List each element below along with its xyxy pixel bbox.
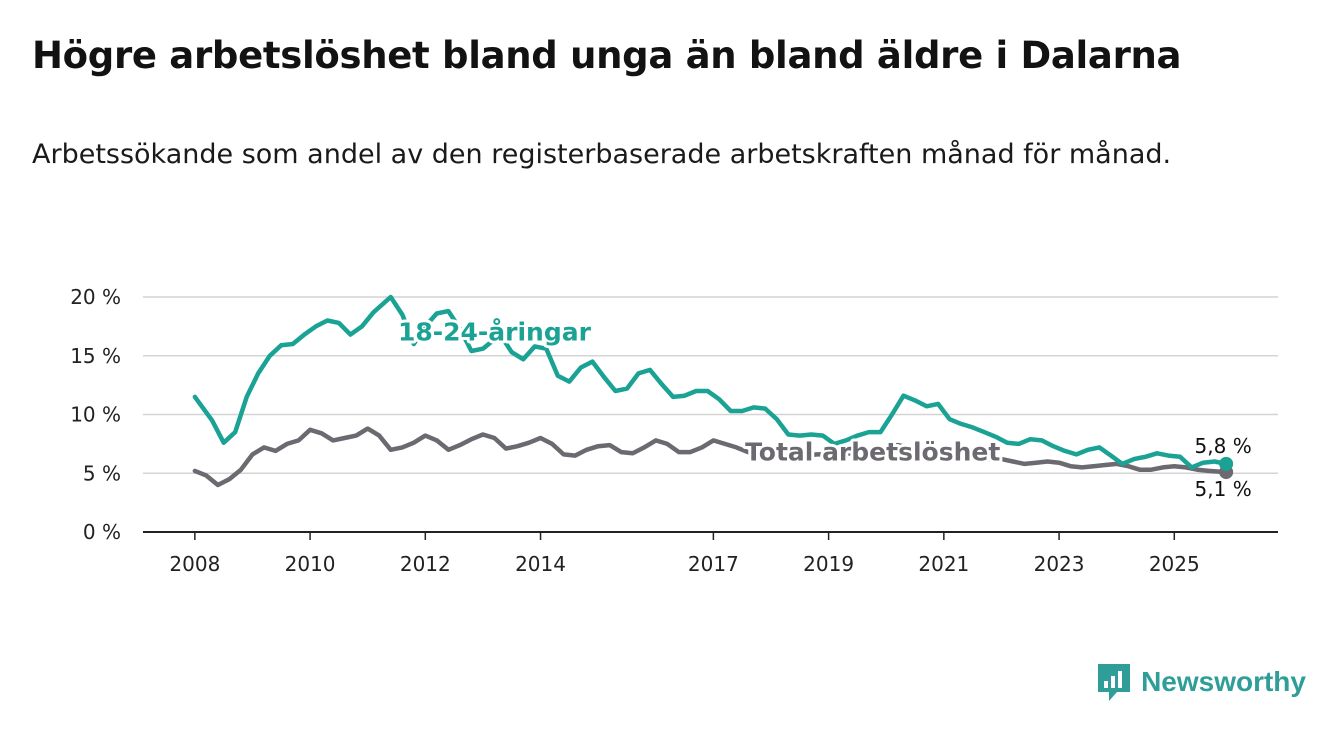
y-tick-label: 15 %: [70, 344, 121, 368]
x-tick-label: 2017: [688, 552, 739, 576]
chart-title: Högre arbetslöshet bland unga än bland ä…: [32, 34, 1182, 77]
x-tick-label: 2014: [515, 552, 566, 576]
x-tick-label: 2021: [918, 552, 969, 576]
y-tick-label: 20 %: [70, 285, 121, 309]
y-tick-label: 5 %: [83, 461, 121, 485]
y-axis-ticks: 0 % 5 % 10 % 15 % 20 %: [70, 285, 121, 544]
x-tick-label: 2023: [1034, 552, 1085, 576]
brand-logo: Newsworthy: [1095, 660, 1306, 704]
brand-name: Newsworthy: [1141, 666, 1306, 697]
series-line: [192, 294, 1229, 470]
series-end-point: [1219, 456, 1234, 471]
y-tick-label: 0 %: [83, 520, 121, 544]
y-tick-label: 10 %: [70, 403, 121, 427]
gridlines: [143, 296, 1278, 533]
x-axis-ticks: 2008 2010 2012 2014 2017 2019 2021 2023 2025: [169, 532, 1200, 576]
x-tick-label: 2012: [400, 552, 451, 576]
x-tick-label: 2008: [169, 552, 220, 576]
x-tick-label: 2025: [1149, 552, 1200, 576]
series-label: 18-24-åringar: [398, 317, 592, 346]
x-tick-label: 2010: [285, 552, 336, 576]
end-value-label: 5,8 %: [1195, 434, 1252, 458]
end-value-label: 5,1 %: [1195, 477, 1252, 501]
chart-subtitle: Arbetssökande som andel av den registerb…: [32, 139, 1172, 170]
series-label: Total arbetslöshet: [745, 437, 1000, 466]
newsworthy-logo-icon: [1098, 664, 1131, 701]
series-line: [192, 426, 1229, 488]
x-tick-label: 2019: [803, 552, 854, 576]
series-lines: [192, 294, 1234, 488]
series-labels: 18-24-åringar Total arbetslöshet 5,8 % 5,1 …: [395, 314, 1254, 503]
